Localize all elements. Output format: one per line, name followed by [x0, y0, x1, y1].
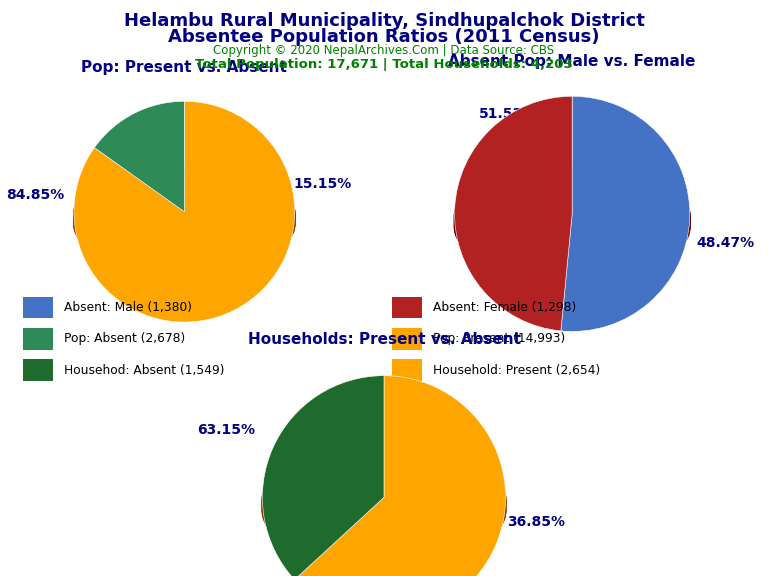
Ellipse shape	[455, 175, 690, 275]
Ellipse shape	[455, 166, 690, 266]
Ellipse shape	[74, 178, 295, 272]
FancyBboxPatch shape	[23, 328, 53, 350]
Ellipse shape	[74, 170, 295, 264]
Ellipse shape	[74, 177, 295, 271]
Ellipse shape	[74, 170, 295, 264]
FancyBboxPatch shape	[23, 297, 53, 319]
Ellipse shape	[455, 176, 690, 276]
Ellipse shape	[455, 168, 690, 268]
Wedge shape	[74, 101, 295, 322]
Ellipse shape	[74, 176, 295, 270]
Ellipse shape	[263, 454, 505, 558]
Wedge shape	[561, 96, 690, 331]
Text: 63.15%: 63.15%	[197, 423, 255, 437]
Text: Absentee Population Ratios (2011 Census): Absentee Population Ratios (2011 Census)	[168, 28, 600, 46]
Ellipse shape	[263, 452, 505, 555]
FancyBboxPatch shape	[23, 359, 53, 381]
Text: 84.85%: 84.85%	[6, 188, 65, 202]
Text: Pop: Absent (2,678): Pop: Absent (2,678)	[64, 332, 185, 346]
Ellipse shape	[263, 457, 505, 560]
Ellipse shape	[455, 165, 690, 266]
Ellipse shape	[263, 458, 505, 562]
Ellipse shape	[74, 176, 295, 270]
Ellipse shape	[263, 448, 505, 551]
Text: Household: Present (2,654): Household: Present (2,654)	[433, 364, 600, 377]
Ellipse shape	[455, 169, 690, 270]
Text: 15.15%: 15.15%	[293, 177, 352, 191]
Text: Absent: Female (1,298): Absent: Female (1,298)	[433, 301, 576, 314]
Ellipse shape	[74, 173, 295, 267]
Text: 48.47%: 48.47%	[696, 236, 754, 250]
Ellipse shape	[74, 175, 295, 269]
Wedge shape	[455, 96, 572, 331]
Text: Total Population: 17,671 | Total Households: 4,203: Total Population: 17,671 | Total Househo…	[195, 58, 573, 71]
Wedge shape	[295, 376, 505, 576]
Ellipse shape	[74, 165, 295, 259]
Wedge shape	[263, 376, 384, 576]
Ellipse shape	[455, 171, 690, 271]
FancyBboxPatch shape	[392, 359, 422, 381]
Ellipse shape	[74, 167, 295, 261]
Ellipse shape	[263, 453, 505, 556]
Ellipse shape	[74, 173, 295, 267]
FancyBboxPatch shape	[392, 328, 422, 350]
Ellipse shape	[455, 172, 690, 272]
Ellipse shape	[74, 172, 295, 265]
Ellipse shape	[455, 169, 690, 268]
Ellipse shape	[263, 450, 505, 554]
Ellipse shape	[263, 456, 505, 559]
Text: 51.53%: 51.53%	[478, 107, 537, 121]
Text: Helambu Rural Municipality, Sindhupalchok District: Helambu Rural Municipality, Sindhupalcho…	[124, 12, 644, 29]
Ellipse shape	[263, 454, 505, 557]
Ellipse shape	[263, 460, 505, 563]
Ellipse shape	[263, 446, 505, 550]
Ellipse shape	[455, 177, 690, 277]
Text: Absent: Male (1,380): Absent: Male (1,380)	[64, 301, 192, 314]
Ellipse shape	[74, 169, 295, 263]
Text: Househod: Absent (1,549): Househod: Absent (1,549)	[64, 364, 224, 377]
Ellipse shape	[74, 175, 295, 268]
Wedge shape	[94, 101, 184, 211]
Ellipse shape	[263, 450, 505, 553]
Ellipse shape	[74, 168, 295, 262]
Ellipse shape	[455, 173, 690, 273]
Ellipse shape	[263, 447, 505, 551]
Ellipse shape	[455, 170, 690, 270]
Ellipse shape	[263, 458, 505, 561]
Title: Pop: Present vs. Absent: Pop: Present vs. Absent	[81, 60, 287, 75]
Ellipse shape	[455, 178, 690, 278]
Text: Pop: Present (14,993): Pop: Present (14,993)	[433, 332, 565, 346]
Ellipse shape	[74, 172, 295, 266]
Ellipse shape	[263, 455, 505, 559]
Title: Absent Pop: Male vs. Female: Absent Pop: Male vs. Female	[449, 54, 696, 69]
Ellipse shape	[455, 165, 690, 264]
Text: Copyright © 2020 NepalArchives.Com | Data Source: CBS: Copyright © 2020 NepalArchives.Com | Dat…	[214, 44, 554, 57]
FancyBboxPatch shape	[392, 297, 422, 319]
Text: 36.85%: 36.85%	[507, 514, 565, 529]
Ellipse shape	[74, 168, 295, 262]
Ellipse shape	[455, 174, 690, 274]
Ellipse shape	[263, 449, 505, 552]
Ellipse shape	[263, 460, 505, 563]
Title: Households: Present vs. Absent: Households: Present vs. Absent	[247, 332, 521, 347]
Ellipse shape	[263, 451, 505, 555]
Ellipse shape	[74, 166, 295, 260]
Ellipse shape	[455, 167, 690, 267]
Ellipse shape	[455, 172, 690, 272]
Ellipse shape	[455, 176, 690, 275]
